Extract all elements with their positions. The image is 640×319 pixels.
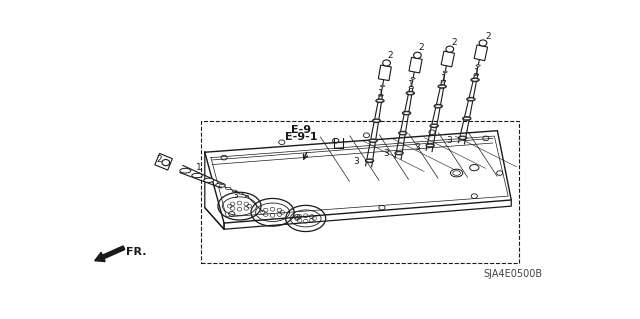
Ellipse shape [219,184,225,187]
Ellipse shape [384,67,387,68]
Ellipse shape [369,139,377,143]
Text: 3: 3 [353,157,358,166]
Ellipse shape [379,94,383,96]
Ellipse shape [403,111,411,115]
Ellipse shape [426,144,435,147]
Text: 2: 2 [157,155,163,164]
Ellipse shape [413,69,417,70]
Text: FR.: FR. [126,247,147,257]
Ellipse shape [204,178,214,182]
Ellipse shape [445,62,449,63]
Text: 2: 2 [419,43,424,52]
Text: E-9-1: E-9-1 [285,132,317,142]
Ellipse shape [383,60,390,66]
Text: 1: 1 [440,74,446,83]
Ellipse shape [478,56,482,57]
Ellipse shape [411,78,415,79]
Ellipse shape [415,59,418,60]
Text: 2: 2 [388,51,393,60]
Ellipse shape [382,76,386,78]
Text: 2: 2 [485,32,491,41]
Ellipse shape [481,47,484,48]
Ellipse shape [458,136,467,140]
Text: SJA4E0500B: SJA4E0500B [483,269,542,279]
Ellipse shape [434,104,442,108]
Ellipse shape [479,40,487,46]
Ellipse shape [395,151,403,155]
Ellipse shape [471,78,479,82]
Text: 3: 3 [446,136,452,145]
Text: 3: 3 [415,143,420,152]
Ellipse shape [441,80,445,82]
Polygon shape [474,45,488,61]
Polygon shape [378,65,391,81]
Ellipse shape [467,97,475,101]
Ellipse shape [446,46,454,52]
Ellipse shape [399,131,407,135]
Ellipse shape [463,117,471,120]
Text: 3: 3 [383,149,388,158]
Ellipse shape [474,74,479,75]
Polygon shape [155,153,172,170]
FancyArrow shape [95,246,125,262]
Ellipse shape [180,168,191,173]
Ellipse shape [225,187,231,189]
Text: 2: 2 [451,38,457,47]
Ellipse shape [376,99,384,103]
Ellipse shape [365,159,374,163]
Ellipse shape [372,119,381,122]
Ellipse shape [430,124,438,128]
Text: 1: 1 [195,163,201,172]
Ellipse shape [413,52,421,58]
Ellipse shape [409,87,413,88]
Ellipse shape [381,85,385,87]
Ellipse shape [438,85,447,88]
Polygon shape [409,57,422,73]
Polygon shape [441,51,454,67]
Text: 1: 1 [408,80,413,89]
Ellipse shape [406,91,415,95]
Text: 1: 1 [474,68,479,77]
Ellipse shape [239,193,243,194]
Ellipse shape [476,65,480,66]
Text: 1: 1 [378,89,383,98]
Ellipse shape [443,71,447,73]
Ellipse shape [447,53,451,54]
Text: E-9: E-9 [291,124,311,135]
Ellipse shape [216,183,225,187]
Ellipse shape [192,173,202,178]
Ellipse shape [246,196,249,197]
Text: 3: 3 [232,191,238,200]
Ellipse shape [162,160,170,166]
Ellipse shape [232,190,237,192]
